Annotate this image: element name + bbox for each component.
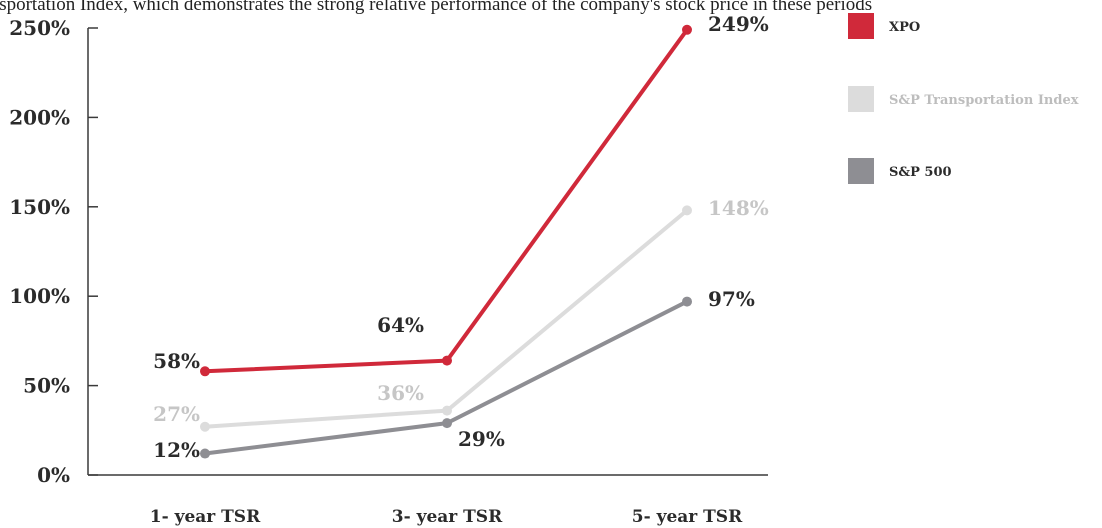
series-lines: [204, 28, 689, 456]
axes: 0% 50% 100% 150% 200% 250% 1- year TSR 3- year …: [9, 16, 768, 527]
series-points: [200, 24, 692, 459]
legend-label: S&P Transportation Index: [889, 93, 1079, 108]
data-label: 64%: [377, 313, 424, 337]
legend-swatch: [848, 158, 874, 184]
x-tick-label: 5- year TSR: [632, 507, 743, 527]
caption-text: Transportation Index, which demonstrates…: [0, 0, 873, 15]
y-tick-label: 0%: [37, 463, 70, 487]
data-point: [682, 205, 692, 216]
y-tick-label: 50%: [23, 374, 70, 398]
legend-label: XPO: [889, 20, 920, 35]
legend-swatch: [848, 13, 874, 39]
data-label: 29%: [458, 427, 505, 451]
data-point: [442, 418, 452, 429]
data-point: [442, 405, 452, 416]
chart-caption: Transportation Index, which demonstrates…: [0, 0, 1102, 24]
series-line: [204, 28, 689, 374]
y-tick-label: 250%: [9, 16, 70, 40]
data-label: 249%: [708, 12, 769, 36]
legend-swatch: [848, 86, 874, 112]
data-labels: 58% 64% 249% 27% 36% 148% 12% 29% 97%: [153, 12, 769, 462]
y-tick-label: 150%: [9, 195, 70, 219]
data-label: 97%: [708, 287, 755, 311]
data-point: [200, 421, 210, 432]
series-line: [204, 299, 688, 456]
y-tick-label: 100%: [9, 284, 70, 308]
legend-label: S&P 500: [889, 165, 952, 180]
data-point: [200, 448, 210, 459]
data-label: 148%: [708, 196, 769, 220]
x-tick-label: 3- year TSR: [392, 507, 503, 527]
data-point: [682, 296, 692, 307]
legend: XPO S&P Transportation Index S&P 500: [848, 13, 1079, 184]
data-point: [682, 24, 692, 35]
y-tick-label: 200%: [9, 105, 70, 129]
data-point: [442, 355, 452, 366]
data-label: 27%: [153, 402, 200, 426]
data-label: 36%: [377, 381, 424, 405]
x-tick-label: 1- year TSR: [150, 507, 261, 527]
data-label: 12%: [153, 438, 200, 462]
data-point: [200, 366, 210, 377]
data-label: 58%: [153, 349, 200, 373]
series-line: [204, 208, 689, 429]
